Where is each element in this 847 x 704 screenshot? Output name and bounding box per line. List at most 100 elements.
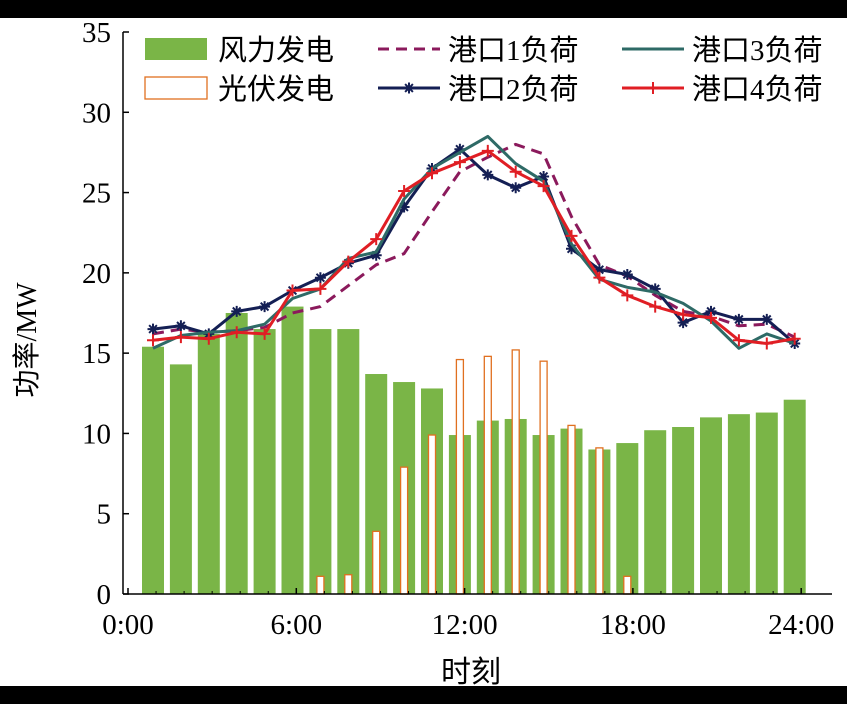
plus-marker bbox=[732, 334, 745, 347]
star-marker bbox=[370, 249, 382, 261]
wind-bar bbox=[783, 399, 806, 594]
star-marker bbox=[649, 283, 661, 295]
plus-marker bbox=[481, 144, 494, 157]
x-tick-label: 6:00 bbox=[271, 609, 323, 641]
solar-bar bbox=[344, 574, 353, 595]
plus-marker bbox=[760, 337, 773, 350]
legend-swatch-wind bbox=[145, 38, 207, 60]
solar-bar bbox=[316, 575, 325, 595]
star-marker bbox=[175, 320, 187, 332]
plus-marker bbox=[647, 82, 659, 94]
y-axis-label: 功率/MW bbox=[11, 282, 43, 398]
star-marker bbox=[593, 264, 605, 276]
legend-item-line: 港口1负荷 bbox=[378, 34, 579, 67]
wind-bar bbox=[309, 329, 332, 594]
plus-marker bbox=[398, 184, 411, 197]
plus-marker bbox=[174, 331, 187, 344]
legend-label-solar: 光伏发电 bbox=[218, 73, 334, 106]
wind-bars bbox=[142, 306, 806, 594]
wind-bar bbox=[755, 412, 778, 594]
y-tick-label: 15 bbox=[82, 338, 111, 370]
wind-bar bbox=[142, 346, 164, 594]
wind-bar bbox=[281, 306, 304, 594]
chart-panel: 0 5 10 15 20 25 30 35 0:00 6:00 12:00 18:00 24:00 功率… bbox=[0, 18, 847, 686]
y-tick-label: 5 bbox=[97, 499, 112, 531]
plus-marker bbox=[509, 165, 522, 178]
line-series bbox=[152, 142, 796, 339]
star-marker bbox=[733, 313, 745, 325]
y-tick-label: 35 bbox=[82, 18, 111, 49]
line-series bbox=[147, 144, 801, 350]
wind-bar bbox=[700, 417, 722, 594]
wind-bar bbox=[727, 414, 750, 594]
star-marker bbox=[398, 201, 410, 213]
x-tick-label: 0:00 bbox=[102, 609, 154, 641]
star-marker bbox=[231, 305, 243, 317]
y-tick-label: 20 bbox=[82, 258, 111, 290]
legend-swatch-solar bbox=[144, 76, 208, 100]
x-axis-label: 时刻 bbox=[441, 656, 501, 686]
solar-bar bbox=[427, 434, 437, 595]
series-line bbox=[152, 134, 796, 350]
power-chart: 0 5 10 15 20 25 30 35 0:00 6:00 12:00 18:00 24:00 功率… bbox=[11, 18, 834, 686]
plus-marker bbox=[621, 289, 634, 302]
solar-bar bbox=[595, 447, 604, 595]
star-marker bbox=[314, 272, 326, 284]
legend-label-line: 港口4负荷 bbox=[692, 73, 823, 106]
solar-bar bbox=[511, 349, 520, 595]
wind-bar bbox=[197, 333, 220, 594]
wind-bar bbox=[169, 364, 192, 594]
star-marker bbox=[677, 317, 689, 329]
star-marker bbox=[566, 243, 577, 255]
solar-bar bbox=[455, 358, 465, 595]
x-tick-label: 12:00 bbox=[432, 609, 498, 641]
legend-item-line: 港口3负荷 bbox=[622, 34, 823, 67]
plus-marker bbox=[565, 229, 578, 242]
solar-bar bbox=[399, 466, 409, 595]
plus-marker bbox=[788, 332, 801, 345]
star-marker bbox=[538, 171, 550, 182]
solar-bar bbox=[483, 355, 492, 595]
star-marker bbox=[482, 169, 494, 181]
wind-bar bbox=[365, 374, 388, 594]
wind-bar bbox=[672, 427, 695, 594]
legend-item-line: 港口2负荷 bbox=[378, 73, 579, 106]
y-tick-label: 0 bbox=[97, 579, 112, 611]
solar-bar bbox=[567, 424, 576, 595]
plus-marker bbox=[593, 271, 606, 284]
legend-label-line: 港口2负荷 bbox=[448, 73, 579, 106]
legend-item-wind: 风力发电 bbox=[145, 34, 334, 67]
solar-bar bbox=[539, 360, 548, 595]
legend-item-line: 港口4负荷 bbox=[622, 73, 823, 106]
plus-marker bbox=[649, 300, 662, 313]
star-marker bbox=[259, 301, 271, 313]
legend-label-wind: 风力发电 bbox=[218, 34, 334, 67]
star-marker bbox=[403, 82, 415, 94]
axes bbox=[122, 32, 832, 595]
plus-marker bbox=[370, 233, 383, 246]
y-tick-label: 30 bbox=[82, 97, 111, 129]
wind-bar bbox=[225, 313, 248, 594]
series-line bbox=[152, 142, 796, 339]
wind-bar bbox=[644, 430, 667, 594]
star-marker bbox=[761, 313, 773, 325]
wind-bar bbox=[253, 329, 276, 594]
star-marker bbox=[705, 305, 717, 317]
plus-marker bbox=[453, 156, 466, 169]
y-tick-label: 25 bbox=[82, 178, 111, 210]
load-lines bbox=[147, 134, 801, 350]
plus-marker bbox=[426, 167, 438, 180]
plus-marker bbox=[147, 334, 159, 347]
star-marker bbox=[510, 182, 522, 194]
x-tick-label: 24:00 bbox=[768, 609, 834, 641]
plus-marker bbox=[202, 332, 215, 345]
wind-bar bbox=[616, 443, 639, 594]
ticks: 0 5 10 15 20 25 30 35 0:00 6:00 12:00 18:00 24:00 bbox=[82, 18, 834, 641]
plus-marker bbox=[677, 308, 690, 321]
solar-bars bbox=[316, 349, 632, 595]
legend-label-line: 港口3负荷 bbox=[692, 34, 823, 67]
plus-marker bbox=[230, 326, 243, 339]
wind-bar bbox=[337, 329, 360, 594]
legend-item-solar: 光伏发电 bbox=[144, 73, 334, 106]
